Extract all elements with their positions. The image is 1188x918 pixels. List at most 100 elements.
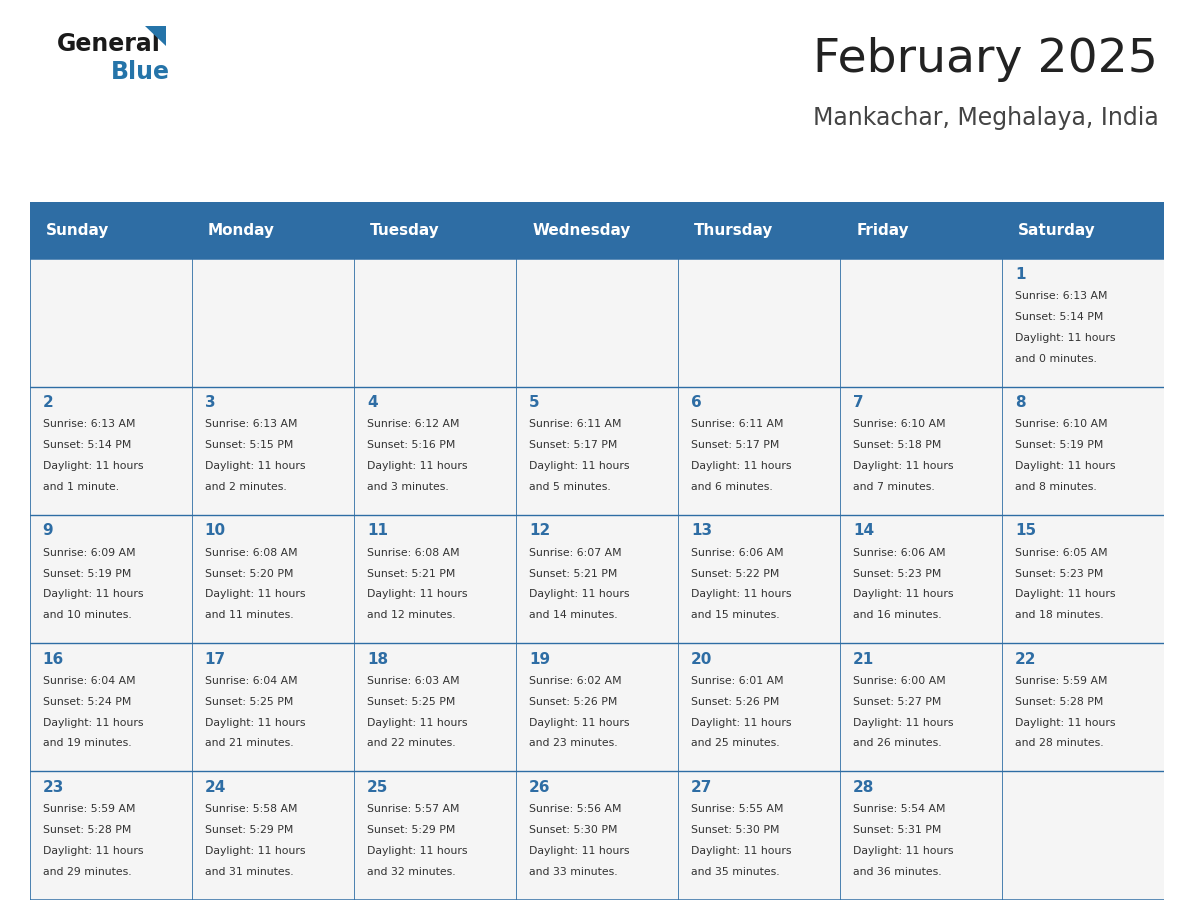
Text: Sunrise: 6:13 AM: Sunrise: 6:13 AM [204,420,297,430]
Text: Sunset: 5:17 PM: Sunset: 5:17 PM [691,441,779,451]
Bar [678,644,840,771]
Text: and 16 minutes.: and 16 minutes. [853,610,942,621]
Text: 15: 15 [1015,523,1036,539]
Text: Monday: Monday [208,223,274,238]
Text: Sunset: 5:22 PM: Sunset: 5:22 PM [691,568,779,578]
Text: and 25 minutes.: and 25 minutes. [691,738,779,748]
Text: 24: 24 [204,780,226,795]
Text: Sunset: 5:27 PM: Sunset: 5:27 PM [853,697,941,707]
Text: Sunrise: 6:00 AM: Sunrise: 6:00 AM [853,676,946,686]
Text: Daylight: 11 hours: Daylight: 11 hours [367,845,467,856]
Bar [354,258,516,386]
Bar [840,386,1003,515]
Text: Sunrise: 6:01 AM: Sunrise: 6:01 AM [691,676,784,686]
Text: 6: 6 [691,396,702,410]
Text: Sunset: 5:30 PM: Sunset: 5:30 PM [529,825,618,835]
Text: Daylight: 11 hours: Daylight: 11 hours [204,461,305,471]
Text: Daylight: 11 hours: Daylight: 11 hours [204,845,305,856]
Text: Blue: Blue [110,60,170,84]
Text: and 35 minutes.: and 35 minutes. [691,867,779,877]
Text: and 12 minutes.: and 12 minutes. [367,610,455,621]
Text: and 26 minutes.: and 26 minutes. [853,738,942,748]
Text: and 14 minutes.: and 14 minutes. [529,610,618,621]
Text: 10: 10 [204,523,226,539]
Text: Sunset: 5:28 PM: Sunset: 5:28 PM [1015,697,1104,707]
Text: and 15 minutes.: and 15 minutes. [691,610,779,621]
Text: Daylight: 11 hours: Daylight: 11 hours [1015,333,1116,342]
Text: Sunrise: 5:54 AM: Sunrise: 5:54 AM [853,804,946,814]
Text: and 33 minutes.: and 33 minutes. [529,867,618,877]
Text: Sunset: 5:25 PM: Sunset: 5:25 PM [204,697,293,707]
Text: Daylight: 11 hours: Daylight: 11 hours [43,589,144,599]
Text: Sunset: 5:14 PM: Sunset: 5:14 PM [43,441,131,451]
Bar [30,202,1164,258]
Text: Sunset: 5:23 PM: Sunset: 5:23 PM [1015,568,1104,578]
Text: Sunset: 5:26 PM: Sunset: 5:26 PM [529,697,618,707]
Text: 3: 3 [204,396,215,410]
Text: and 28 minutes.: and 28 minutes. [1015,738,1104,748]
Bar [354,771,516,900]
Text: Daylight: 11 hours: Daylight: 11 hours [43,718,144,728]
Bar [516,515,678,644]
Text: 23: 23 [43,780,64,795]
Text: Tuesday: Tuesday [369,223,440,238]
Text: and 3 minutes.: and 3 minutes. [367,482,449,492]
Text: and 23 minutes.: and 23 minutes. [529,738,618,748]
Text: Sunrise: 6:13 AM: Sunrise: 6:13 AM [43,420,135,430]
Text: and 36 minutes.: and 36 minutes. [853,867,942,877]
Text: and 0 minutes.: and 0 minutes. [1015,353,1097,364]
Bar [354,386,516,515]
Text: Sunrise: 6:12 AM: Sunrise: 6:12 AM [367,420,460,430]
Text: 8: 8 [1015,396,1025,410]
Text: Daylight: 11 hours: Daylight: 11 hours [43,461,144,471]
Text: Daylight: 11 hours: Daylight: 11 hours [529,845,630,856]
Bar [678,771,840,900]
Text: Sunset: 5:20 PM: Sunset: 5:20 PM [204,568,293,578]
Text: Sunset: 5:17 PM: Sunset: 5:17 PM [529,441,618,451]
Text: 2: 2 [43,396,53,410]
Bar [191,515,354,644]
Text: February 2025: February 2025 [814,37,1158,82]
Text: Sunset: 5:31 PM: Sunset: 5:31 PM [853,825,941,835]
Bar [30,771,191,900]
Text: Sunset: 5:19 PM: Sunset: 5:19 PM [1015,441,1104,451]
Bar [516,386,678,515]
Text: Sunrise: 6:06 AM: Sunrise: 6:06 AM [691,548,784,558]
Text: 16: 16 [43,652,64,666]
Text: and 11 minutes.: and 11 minutes. [204,610,293,621]
Text: Sunrise: 5:57 AM: Sunrise: 5:57 AM [367,804,460,814]
Text: 7: 7 [853,396,864,410]
Bar [678,258,840,386]
Text: Sunrise: 5:59 AM: Sunrise: 5:59 AM [43,804,135,814]
Text: Sunset: 5:21 PM: Sunset: 5:21 PM [367,568,455,578]
Text: Daylight: 11 hours: Daylight: 11 hours [204,589,305,599]
Text: 21: 21 [853,652,874,666]
Text: Daylight: 11 hours: Daylight: 11 hours [853,589,954,599]
Text: Sunset: 5:29 PM: Sunset: 5:29 PM [367,825,455,835]
Text: Saturday: Saturday [1018,223,1097,238]
Text: Sunset: 5:28 PM: Sunset: 5:28 PM [43,825,131,835]
Text: Daylight: 11 hours: Daylight: 11 hours [367,589,467,599]
Text: Sunrise: 6:08 AM: Sunrise: 6:08 AM [367,548,460,558]
Bar [354,644,516,771]
Text: Sunday: Sunday [46,223,109,238]
Bar [516,771,678,900]
Text: 25: 25 [367,780,388,795]
Text: and 19 minutes.: and 19 minutes. [43,738,132,748]
Text: and 7 minutes.: and 7 minutes. [853,482,935,492]
Text: and 8 minutes.: and 8 minutes. [1015,482,1097,492]
Text: 4: 4 [367,396,378,410]
Text: Daylight: 11 hours: Daylight: 11 hours [529,718,630,728]
Bar [840,644,1003,771]
Text: 22: 22 [1015,652,1037,666]
Text: Sunset: 5:21 PM: Sunset: 5:21 PM [529,568,618,578]
Text: Daylight: 11 hours: Daylight: 11 hours [853,845,954,856]
Text: Sunset: 5:18 PM: Sunset: 5:18 PM [853,441,941,451]
Bar [30,644,191,771]
Text: Sunset: 5:15 PM: Sunset: 5:15 PM [204,441,293,451]
Text: Sunrise: 6:10 AM: Sunrise: 6:10 AM [853,420,946,430]
Text: Sunset: 5:30 PM: Sunset: 5:30 PM [691,825,779,835]
Text: and 1 minute.: and 1 minute. [43,482,119,492]
Bar [30,386,191,515]
Text: Thursday: Thursday [694,223,773,238]
